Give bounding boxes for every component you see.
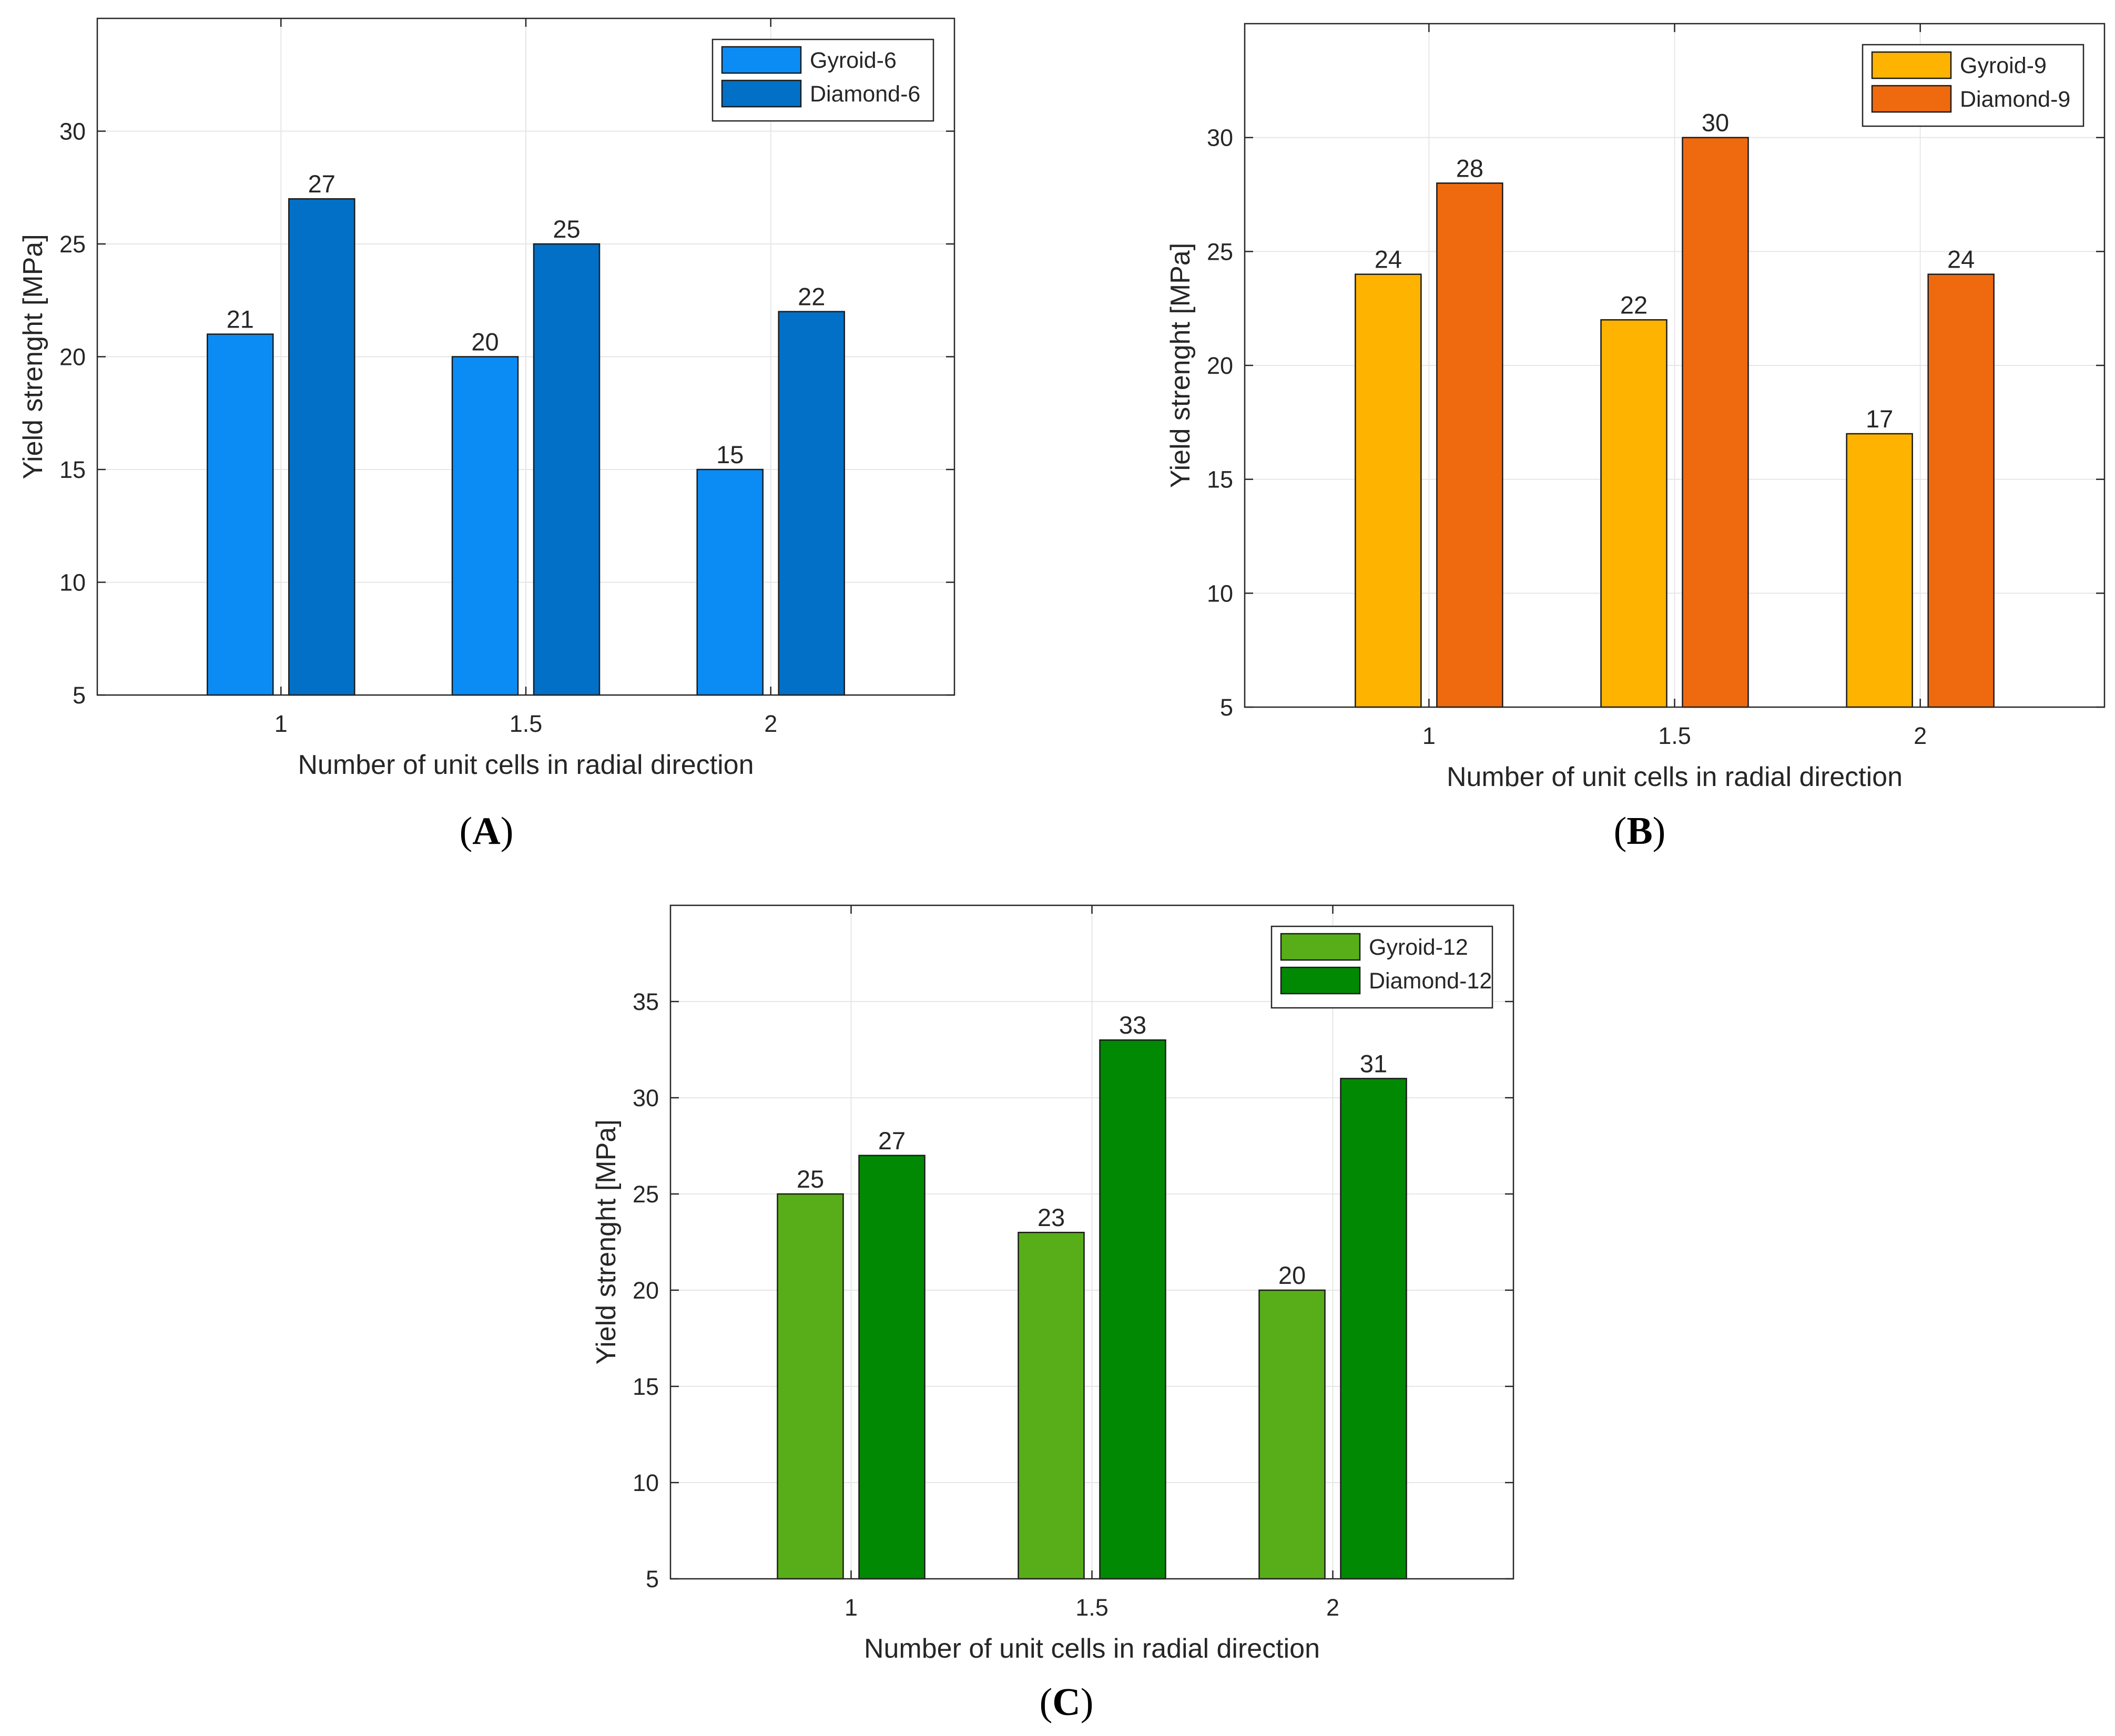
x-axis-label: Number of unit cells in radial direction [1447, 762, 1903, 792]
x-tick-label: 2 [1914, 722, 1927, 749]
y-tick-label: 20 [633, 1277, 659, 1304]
legend-swatch [721, 79, 802, 108]
legend-swatch [721, 46, 802, 74]
bar-diamond-12-2 [1340, 1078, 1407, 1580]
y-tick-label: 30 [633, 1085, 659, 1111]
data-label: 20 [471, 328, 499, 356]
x-tick-label: 1.5 [1658, 722, 1691, 749]
x-tick-label: 2 [764, 710, 777, 737]
data-label: 28 [1456, 154, 1483, 182]
y-tick-label: 10 [633, 1469, 659, 1496]
legend-swatch [1871, 51, 1952, 79]
chart-panel-B: 24 22 17 28 30 24 5 10 15 20 25 30 1 1.5 2 Number of un… [1165, 23, 2106, 853]
bar-diamond-6-1 [288, 198, 355, 696]
bar-gyroid-6-1.5 [451, 356, 519, 696]
y-tick-label: 10 [1207, 580, 1233, 607]
y-axis-label: Yield strenght [MPa] [591, 1119, 622, 1364]
data-label: 17 [1866, 405, 1893, 433]
bar-gyroid-9-1 [1355, 273, 1422, 708]
y-tick-label: 35 [633, 988, 659, 1015]
y-tick-label: 15 [1207, 466, 1233, 493]
chart-panel-A: 21 20 15 27 25 22 5 10 15 20 25 30 1 1.5 2 Number of un… [18, 17, 955, 853]
bar-diamond-9-2 [1927, 273, 1995, 708]
x-tick-label: 2 [1326, 1594, 1339, 1621]
y-tick-label: 30 [59, 118, 86, 145]
y-tick-label: 20 [1207, 352, 1233, 379]
bar-diamond-6-2 [778, 311, 845, 696]
data-label: 23 [1038, 1203, 1065, 1231]
y-tick-label: 25 [1207, 238, 1233, 265]
x-tick-label: 1.5 [1075, 1594, 1109, 1621]
legend-entry: Diamond-12 [1369, 968, 1492, 994]
y-tick-label: 25 [633, 1181, 659, 1208]
y-axis-label: Yield strenght [MPa] [18, 234, 48, 479]
data-label: 15 [716, 441, 744, 468]
panel-label: (A) [460, 810, 514, 853]
x-tick-label: 1 [845, 1594, 858, 1621]
bar-gyroid-12-1.5 [1018, 1231, 1085, 1580]
y-tick-label: 30 [1207, 125, 1233, 151]
x-axis-label: Number of unit cells in radial direction [864, 1633, 1320, 1664]
legend-swatch [1280, 933, 1361, 961]
data-label: 30 [1702, 109, 1729, 137]
data-label: 21 [227, 305, 254, 333]
legend: Gyroid-12 Diamond-12 [1270, 925, 1493, 1009]
bar-gyroid-12-1 [777, 1193, 844, 1580]
data-label: 22 [1620, 291, 1648, 319]
bar-diamond-12-1.5 [1099, 1039, 1166, 1580]
x-axis-label: Number of unit cells in radial direction [298, 750, 754, 780]
data-label: 20 [1278, 1261, 1306, 1289]
data-label: 33 [1119, 1011, 1146, 1039]
bar-diamond-12-1 [858, 1155, 926, 1580]
y-axis-label: Yield strenght [MPa] [1165, 243, 1196, 488]
bar-diamond-9-1 [1436, 182, 1503, 708]
x-tick-label: 1.5 [510, 710, 543, 737]
x-tick-label: 1 [274, 710, 288, 737]
legend-entry: Gyroid-9 [1960, 53, 2047, 78]
data-label: 25 [797, 1165, 824, 1193]
legend-entry: Gyroid-6 [810, 48, 897, 73]
legend-entry: Gyroid-12 [1369, 935, 1468, 960]
y-tick-label: 20 [59, 344, 86, 371]
y-tick-label: 5 [1220, 694, 1233, 721]
y-tick-label: 25 [59, 231, 86, 258]
data-label: 31 [1360, 1049, 1387, 1077]
data-label: 24 [1375, 246, 1402, 273]
legend-swatch [1280, 966, 1361, 995]
bar-diamond-9-1.5 [1682, 137, 1749, 708]
bar-gyroid-6-1 [207, 333, 274, 696]
data-label: 27 [878, 1127, 906, 1155]
y-tick-label: 15 [59, 456, 86, 483]
legend: Gyroid-6 Diamond-6 [711, 38, 934, 122]
legend-entry: Diamond-6 [810, 81, 920, 107]
y-tick-label: 5 [646, 1566, 659, 1592]
y-tick-label: 15 [633, 1373, 659, 1400]
bar-gyroid-6-2 [696, 468, 764, 696]
legend-entry: Diamond-9 [1960, 87, 2070, 112]
data-label: 22 [798, 283, 825, 311]
bar-diamond-6-1.5 [533, 243, 601, 696]
y-tick-label: 5 [73, 682, 86, 709]
y-tick-label: 10 [59, 569, 86, 596]
data-label: 24 [1947, 246, 1975, 273]
bar-gyroid-9-1.5 [1600, 319, 1667, 708]
legend-swatch [1871, 85, 1952, 113]
data-label: 27 [308, 170, 335, 198]
bar-gyroid-9-2 [1846, 433, 1913, 708]
data-label: 25 [553, 215, 580, 243]
panel-label: (C) [1040, 1681, 1094, 1724]
legend: Gyroid-9 Diamond-9 [1862, 44, 2085, 127]
bar-gyroid-12-2 [1258, 1289, 1326, 1580]
panel-label: (B) [1614, 810, 1666, 853]
x-tick-label: 1 [1422, 722, 1436, 749]
